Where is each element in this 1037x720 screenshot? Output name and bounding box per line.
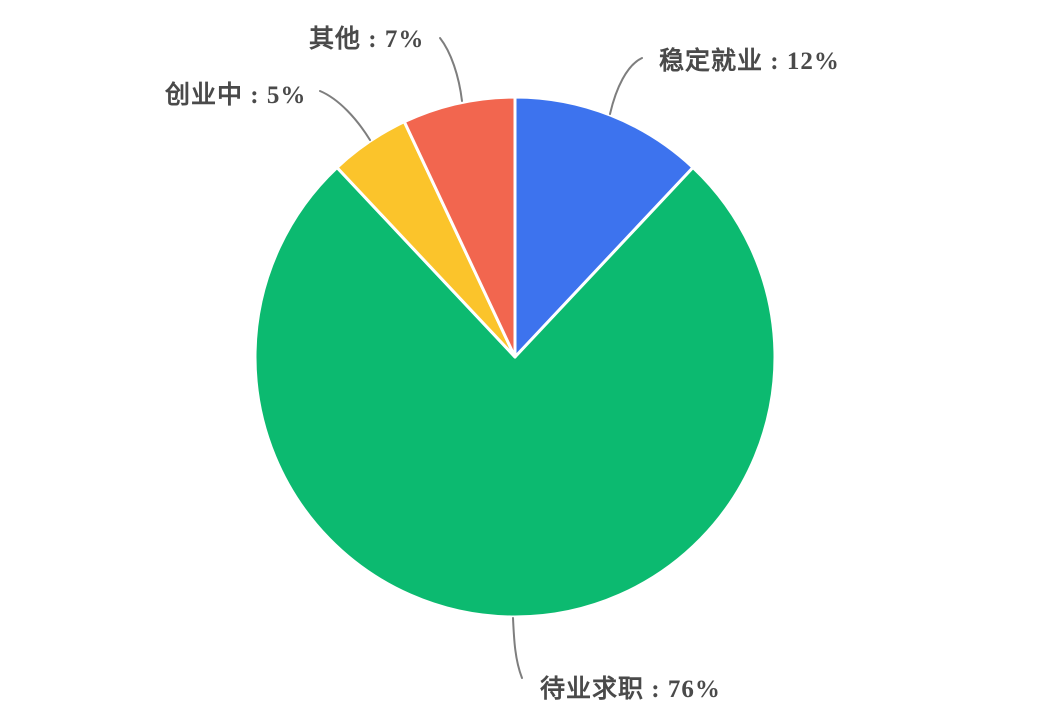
pie-slice-stable-employment [513, 95, 695, 359]
leader-line-other [439, 37, 463, 102]
callout-other: 其他 : 7% [309, 26, 425, 53]
pie-slice-other [402, 95, 517, 359]
leader-line-stable-employment [609, 57, 643, 115]
callout-starting-business: 创业中 : 5% [165, 82, 307, 109]
pie-slice-unemployed-job-seeking [253, 166, 777, 619]
callout-stable-employment: 稳定就业 : 12% [659, 48, 840, 75]
leader-line-starting-business [319, 90, 371, 141]
callout-unemployed-job-seeking: 待业求职 : 76% [540, 676, 721, 703]
leader-line-unemployed-job-seeking [512, 617, 523, 679]
